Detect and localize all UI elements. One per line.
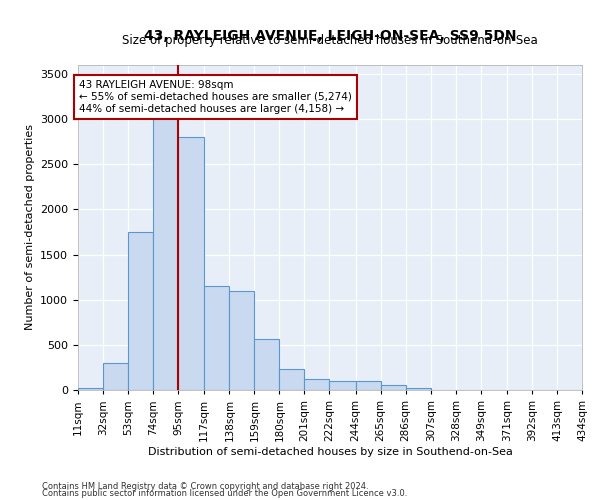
Bar [280, 369, 304, 390]
Text: Contains HM Land Registry data © Crown copyright and database right 2024.: Contains HM Land Registry data © Crown c… [42, 482, 368, 491]
Bar [406, 388, 431, 390]
Bar [329, 381, 356, 390]
X-axis label: Distribution of semi-detached houses by size in Southend-on-Sea: Distribution of semi-detached houses by … [148, 446, 512, 456]
Bar [78, 388, 103, 390]
Y-axis label: Number of semi-detached properties: Number of semi-detached properties [25, 124, 35, 330]
Bar [356, 382, 380, 390]
Bar [204, 286, 229, 390]
Bar [128, 232, 153, 390]
Text: Size of property relative to semi-detached houses in Southend-on-Sea: Size of property relative to semi-detach… [122, 34, 538, 47]
Bar [229, 290, 254, 390]
Bar [178, 137, 204, 390]
Title: 43, RAYLEIGH AVENUE, LEIGH-ON-SEA, SS9 5DN: 43, RAYLEIGH AVENUE, LEIGH-ON-SEA, SS9 5… [144, 29, 516, 43]
Bar [380, 384, 406, 390]
Bar [254, 338, 280, 390]
Text: Contains public sector information licensed under the Open Government Licence v3: Contains public sector information licen… [42, 489, 407, 498]
Bar [103, 363, 128, 390]
Text: 43 RAYLEIGH AVENUE: 98sqm
← 55% of semi-detached houses are smaller (5,274)
44% : 43 RAYLEIGH AVENUE: 98sqm ← 55% of semi-… [79, 80, 352, 114]
Bar [153, 92, 178, 390]
Bar [304, 379, 329, 390]
